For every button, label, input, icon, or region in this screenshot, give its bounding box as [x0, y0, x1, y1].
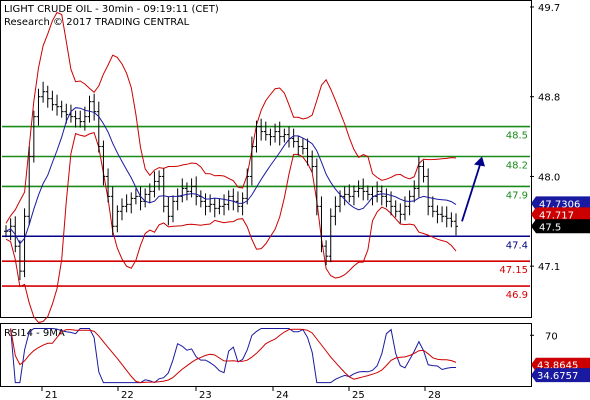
x-tick-label: 22 — [121, 390, 134, 400]
x-tick-label: 24 — [276, 390, 289, 400]
forecast-arrow-line — [461, 158, 483, 222]
rsi-plot-frame — [0, 323, 532, 387]
main-plot-frame — [0, 0, 532, 318]
rsi-ma-line — [10, 328, 457, 384]
x-tick-label: 28 — [428, 390, 441, 400]
resistance-1-label: 48.5 — [506, 131, 528, 142]
rsi-ma-value-tag-label: 43.8645 — [537, 361, 578, 372]
rsi-value-tag-box — [531, 368, 590, 383]
y-tick-label: 48.8 — [538, 93, 560, 104]
resistance-3-label: 47.9 — [506, 190, 528, 201]
bollinger-upper-band — [5, 11, 457, 224]
moving-average-value-tag-box — [531, 196, 590, 211]
y-tick-label: 47.1 — [538, 262, 560, 273]
forecast-arrow-head — [474, 156, 485, 167]
rsi-value-tag-label: 34.6757 — [537, 371, 578, 382]
current-price-tag-box — [531, 219, 590, 234]
rsi-line — [10, 328, 456, 384]
x-tick-label: 21 — [45, 390, 58, 400]
chart-title: LIGHT CRUDE OIL - 30min - 09:19:11 (CET) — [4, 4, 219, 15]
rsi-title: RSI14 - 9MA — [4, 328, 65, 339]
y-tick-label: 49.7 — [538, 3, 560, 14]
moving-average-line — [5, 107, 457, 245]
x-tick-label: 25 — [352, 390, 365, 400]
bollinger-value-tag-label: 47.717 — [539, 210, 574, 221]
y-tick-label: 48.0 — [538, 172, 560, 183]
bollinger-value-tag-box — [531, 207, 590, 222]
support-1-label: 47.15 — [499, 265, 528, 276]
chart-subtitle: Research © 2017 TRADING CENTRAL — [4, 17, 190, 28]
pivot-label: 47.4 — [506, 240, 528, 251]
rsi-y-tick-label: 70 — [545, 331, 558, 342]
resistance-2-label: 48.2 — [506, 161, 528, 172]
bollinger-lower-band — [5, 131, 457, 323]
x-tick-label: 23 — [199, 390, 212, 400]
moving-average-value-tag-label: 47.7306 — [539, 199, 580, 210]
current-price-tag-label: 47.5 — [539, 222, 561, 233]
support-2-label: 46.9 — [506, 290, 528, 301]
